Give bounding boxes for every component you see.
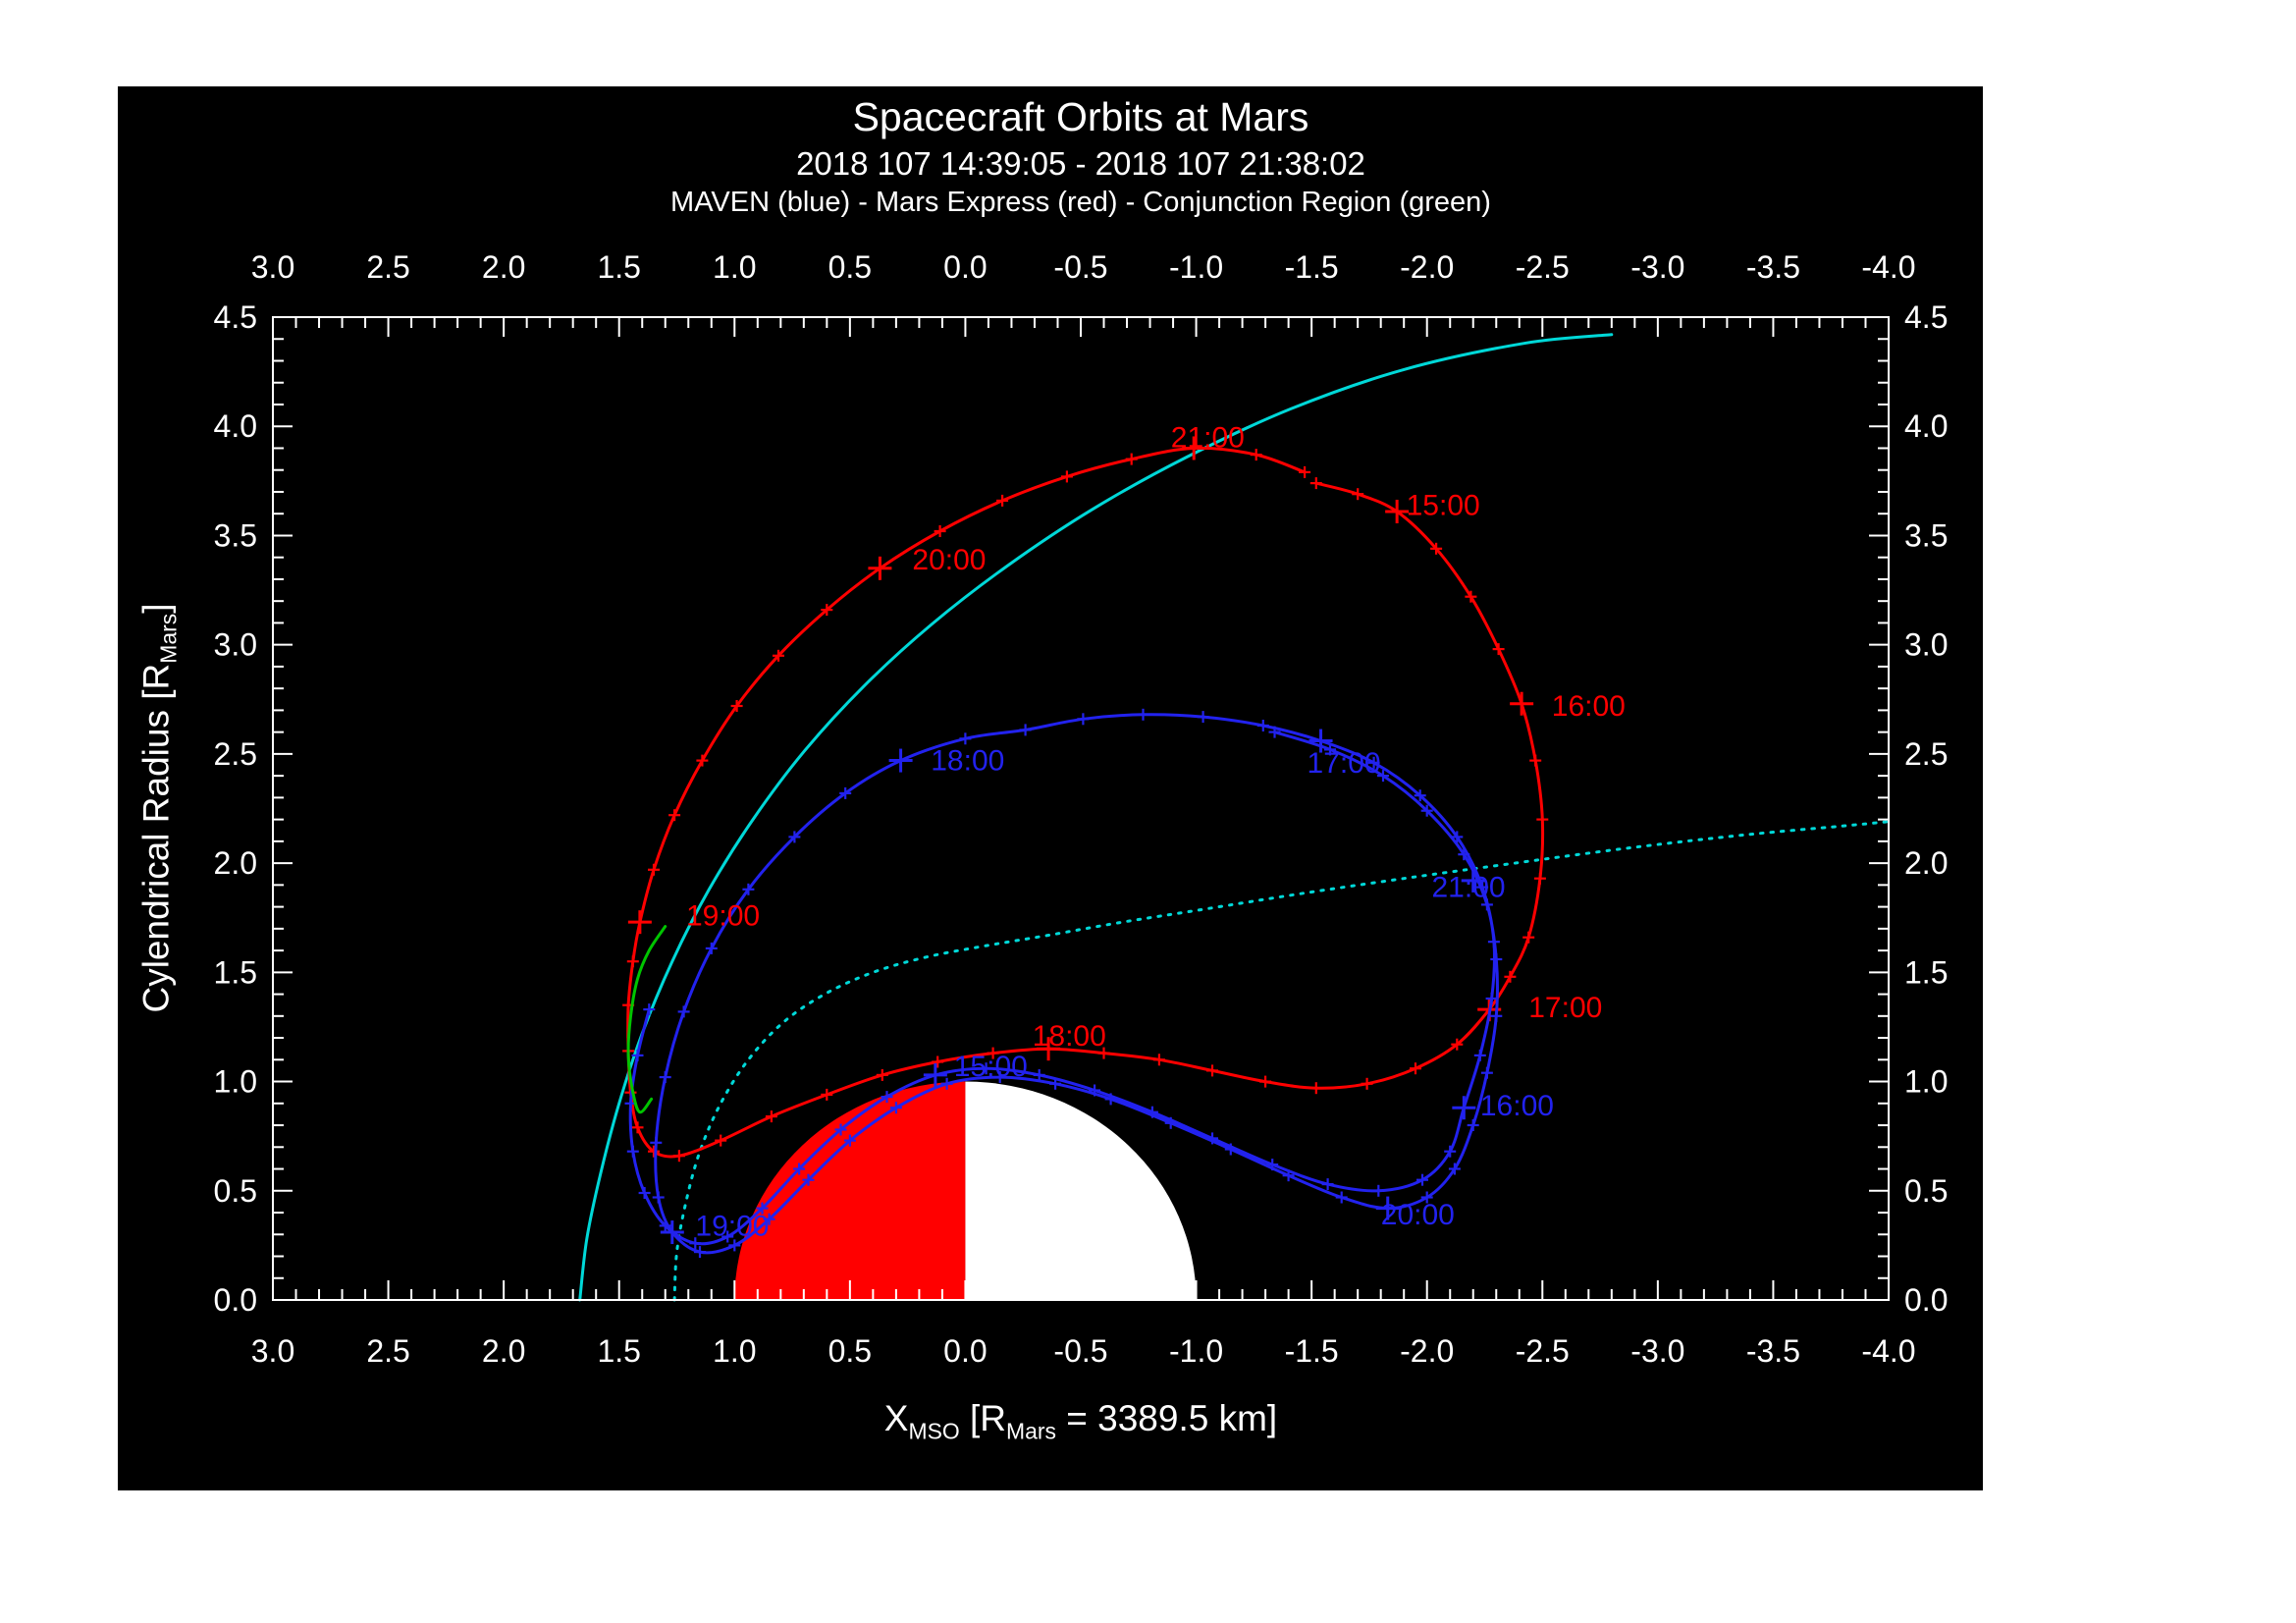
mars-disk [734, 1081, 1197, 1300]
svg-text:3.0: 3.0 [214, 627, 257, 663]
svg-text:2.0: 2.0 [482, 249, 525, 285]
svg-text:-2.5: -2.5 [1516, 249, 1570, 285]
svg-text:20:00: 20:00 [1381, 1199, 1455, 1231]
series-maven [624, 708, 1503, 1259]
series-mars-express [622, 436, 1549, 1163]
svg-text:-0.5: -0.5 [1053, 1333, 1107, 1369]
svg-text:-1.0: -1.0 [1169, 1333, 1223, 1369]
svg-text:4.0: 4.0 [1904, 408, 1948, 444]
svg-text:2.0: 2.0 [214, 845, 257, 881]
svg-text:18:00: 18:00 [931, 745, 1004, 778]
svg-text:17:00: 17:00 [1528, 992, 1602, 1024]
svg-text:0.5: 0.5 [828, 1333, 872, 1369]
svg-text:0.0: 0.0 [1904, 1282, 1948, 1318]
plot-canvas: 3.0 3.0 2.5 2.5 2.0 2.0 1.5 1.5 1.0 1.0 0.5 0.5 0.0 0… [118, 86, 1983, 1490]
svg-text:-3.0: -3.0 [1630, 249, 1684, 285]
svg-text:2.0: 2.0 [1904, 845, 1948, 881]
x-axis-title: XMSO [RMars = 3389.5 km] [273, 1398, 1889, 1444]
svg-text:0.0: 0.0 [214, 1282, 257, 1318]
svg-text:-4.0: -4.0 [1861, 249, 1915, 285]
x-title-sub-mso: MSO [908, 1418, 960, 1444]
svg-text:-2.5: -2.5 [1516, 1333, 1570, 1369]
svg-text:3.0: 3.0 [251, 1333, 294, 1369]
svg-text:3.0: 3.0 [251, 249, 294, 285]
svg-text:16:00: 16:00 [1552, 690, 1626, 723]
svg-text:0.5: 0.5 [828, 249, 872, 285]
axes-frame [272, 316, 1890, 1301]
chart-title: Spacecraft Orbits at Mars [852, 94, 1309, 139]
y-axis-title: Cylendrical Radius [RMars] [135, 603, 182, 1012]
svg-text:3.5: 3.5 [1904, 517, 1948, 553]
svg-text:4.5: 4.5 [1904, 299, 1948, 335]
svg-text:19:00: 19:00 [686, 899, 760, 932]
x-title-text: X [883, 1398, 909, 1438]
svg-text:1.0: 1.0 [1904, 1064, 1948, 1100]
svg-text:-1.5: -1.5 [1285, 249, 1339, 285]
svg-text:1.0: 1.0 [713, 249, 756, 285]
y-title-text2: ] [135, 603, 177, 614]
svg-text:-1.0: -1.0 [1169, 249, 1223, 285]
svg-text:3.5: 3.5 [214, 517, 257, 553]
svg-text:16:00: 16:00 [1480, 1090, 1554, 1122]
series-bow-shock [578, 333, 1614, 1302]
svg-text:4.5: 4.5 [214, 299, 257, 335]
svg-text:17:00: 17:00 [1308, 747, 1381, 780]
svg-text:-0.5: -0.5 [1053, 249, 1107, 285]
tick-labels: 3.0 3.0 2.5 2.5 2.0 2.0 1.5 1.5 1.0 1.0 0.5 0.5 0.0 0… [214, 249, 1949, 1369]
svg-text:1.5: 1.5 [214, 954, 257, 990]
svg-text:21:00: 21:00 [1432, 872, 1506, 904]
svg-text:2.5: 2.5 [1904, 736, 1948, 772]
svg-text:-1.5: -1.5 [1285, 1333, 1339, 1369]
svg-text:18:00: 18:00 [1033, 1020, 1106, 1053]
series-conjunction-region [626, 925, 667, 1114]
y-title-text: Cylendrical Radius [R [135, 663, 177, 1013]
svg-text:4.0: 4.0 [214, 408, 257, 444]
svg-text:20:00: 20:00 [912, 544, 986, 576]
svg-text:1.5: 1.5 [597, 249, 640, 285]
time-labels: 15:00 16:00 17:00 18:00 19:00 20:00 21:00 15:00… [686, 421, 1626, 1242]
svg-text:0.5: 0.5 [1904, 1173, 1948, 1209]
svg-text:-2.0: -2.0 [1400, 249, 1454, 285]
svg-text:-4.0: -4.0 [1861, 1333, 1915, 1369]
svg-text:2.0: 2.0 [482, 1333, 525, 1369]
svg-text:1.0: 1.0 [214, 1064, 257, 1100]
svg-text:-3.0: -3.0 [1630, 1333, 1684, 1369]
svg-text:19:00: 19:00 [695, 1210, 769, 1242]
svg-text:3.0: 3.0 [1904, 627, 1948, 663]
svg-text:2.5: 2.5 [366, 249, 409, 285]
series-mpb-boundary [672, 820, 1891, 1302]
svg-text:1.0: 1.0 [713, 1333, 756, 1369]
y-title-sub-mars: Mars [155, 613, 182, 664]
svg-text:0.0: 0.0 [943, 249, 987, 285]
chart-legend: MAVEN (blue) - Mars Express (red) - Conj… [670, 187, 1491, 218]
svg-text:21:00: 21:00 [1171, 421, 1245, 454]
chart-subtitle: 2018 107 14:39:05 - 2018 107 21:38:02 [796, 145, 1365, 182]
svg-text:-3.5: -3.5 [1746, 249, 1800, 285]
orbit-plot: 3.0 3.0 2.5 2.5 2.0 2.0 1.5 1.5 1.0 1.0 0.5 0.5 0.0 0… [214, 249, 1949, 1369]
svg-text:15:00: 15:00 [954, 1051, 1028, 1083]
x-title-text2: [R [959, 1398, 1006, 1438]
svg-text:1.5: 1.5 [597, 1333, 640, 1369]
svg-text:0.0: 0.0 [943, 1333, 987, 1369]
svg-text:-3.5: -3.5 [1746, 1333, 1800, 1369]
svg-text:0.5: 0.5 [214, 1173, 257, 1209]
x-title-text3: = 3389.5 km] [1055, 1398, 1278, 1438]
svg-text:1.5: 1.5 [1904, 954, 1948, 990]
svg-text:-2.0: -2.0 [1400, 1333, 1454, 1369]
svg-text:15:00: 15:00 [1407, 489, 1480, 521]
x-title-sub-mars: Mars [1006, 1418, 1056, 1444]
svg-text:2.5: 2.5 [366, 1333, 409, 1369]
svg-text:2.5: 2.5 [214, 736, 257, 772]
